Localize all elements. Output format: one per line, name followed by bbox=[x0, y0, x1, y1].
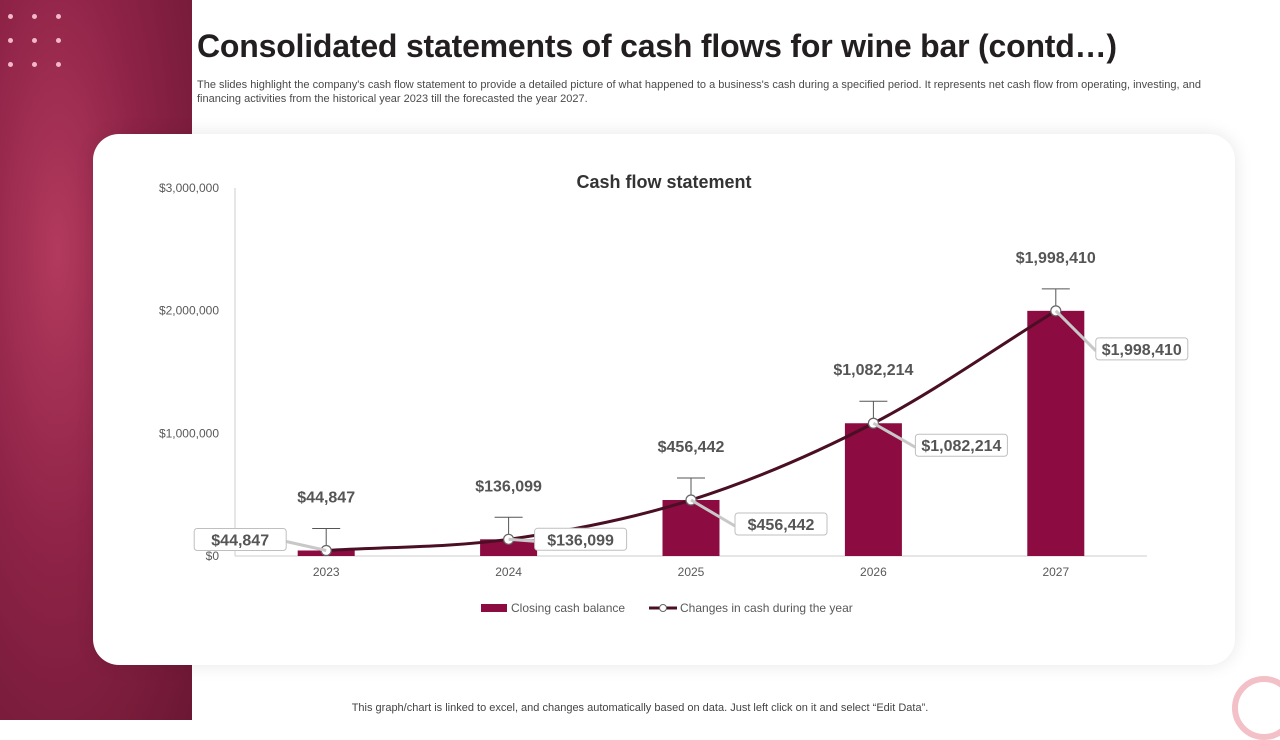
legend-label: Closing cash balance bbox=[511, 601, 625, 615]
decorative-dot bbox=[8, 38, 13, 43]
bar-data-label: $44,847 bbox=[297, 489, 355, 506]
x-tick-label: 2027 bbox=[1042, 565, 1069, 579]
callout-box bbox=[914, 433, 1008, 457]
bar bbox=[662, 500, 720, 556]
cash-flow-chart[interactable]: Cash flow statement $0 $1,000,000 $2,000,00… bbox=[93, 134, 1235, 665]
callout-leader bbox=[508, 537, 535, 543]
x-tick-label: 2026 bbox=[860, 565, 887, 579]
x-tick-label: 2023 bbox=[313, 565, 340, 579]
line-data-label: $136,099 bbox=[547, 532, 614, 549]
line-data-label: $1,082,214 bbox=[921, 438, 1001, 455]
decorative-dot-grid bbox=[8, 14, 68, 74]
legend-swatch-marker bbox=[659, 604, 667, 612]
decorative-dot bbox=[32, 14, 37, 19]
chart-title: Cash flow statement bbox=[576, 172, 751, 192]
line-data-label: $1,998,410 bbox=[1102, 342, 1182, 359]
callout-leader bbox=[690, 498, 736, 528]
decorative-dot bbox=[32, 38, 37, 43]
y-tick-label: $1,000,000 bbox=[159, 426, 219, 440]
callout-leader bbox=[872, 421, 917, 449]
y-tick-label: $3,000,000 bbox=[159, 181, 219, 195]
bar-data-label: $456,442 bbox=[658, 439, 725, 456]
slide-title: Consolidated statements of cash flows fo… bbox=[197, 28, 1117, 64]
decorative-dot bbox=[56, 62, 61, 67]
chart-footnote: This graph/chart is linked to excel, and… bbox=[351, 702, 929, 714]
legend-label: Changes in cash during the year bbox=[680, 601, 853, 615]
callout-box bbox=[193, 527, 287, 551]
line-data-label: $44,847 bbox=[211, 532, 269, 549]
decorative-dot bbox=[8, 62, 13, 67]
decorative-dot bbox=[32, 62, 37, 67]
decorative-dot bbox=[8, 14, 13, 19]
y-tick-label: $2,000,000 bbox=[159, 304, 219, 318]
callout-box bbox=[734, 512, 828, 536]
y-tick-label: $0 bbox=[206, 549, 220, 563]
bar-data-label: $136,099 bbox=[475, 478, 542, 495]
decorative-dot bbox=[56, 14, 61, 19]
decorative-ring bbox=[1232, 676, 1280, 740]
bar bbox=[480, 539, 538, 556]
bar-data-label: $1,998,410 bbox=[1016, 250, 1096, 267]
bar bbox=[1027, 310, 1085, 556]
bar bbox=[844, 423, 902, 556]
callout-leader bbox=[285, 540, 327, 552]
x-tick-label: 2024 bbox=[495, 565, 522, 579]
chart-card[interactable]: Cash flow statement $0 $1,000,000 $2,000,00… bbox=[93, 134, 1235, 665]
bar-data-label: $1,082,214 bbox=[833, 362, 913, 379]
line-data-label: $456,442 bbox=[748, 517, 815, 534]
decorative-dot bbox=[56, 38, 61, 43]
legend-swatch-bar bbox=[481, 604, 507, 612]
slide-subtitle: The slides highlight the company's cash … bbox=[197, 79, 1201, 105]
callout-box bbox=[1095, 337, 1189, 361]
callout-leader bbox=[1054, 309, 1097, 352]
callout-box bbox=[534, 527, 628, 551]
x-tick-label: 2025 bbox=[678, 565, 705, 579]
